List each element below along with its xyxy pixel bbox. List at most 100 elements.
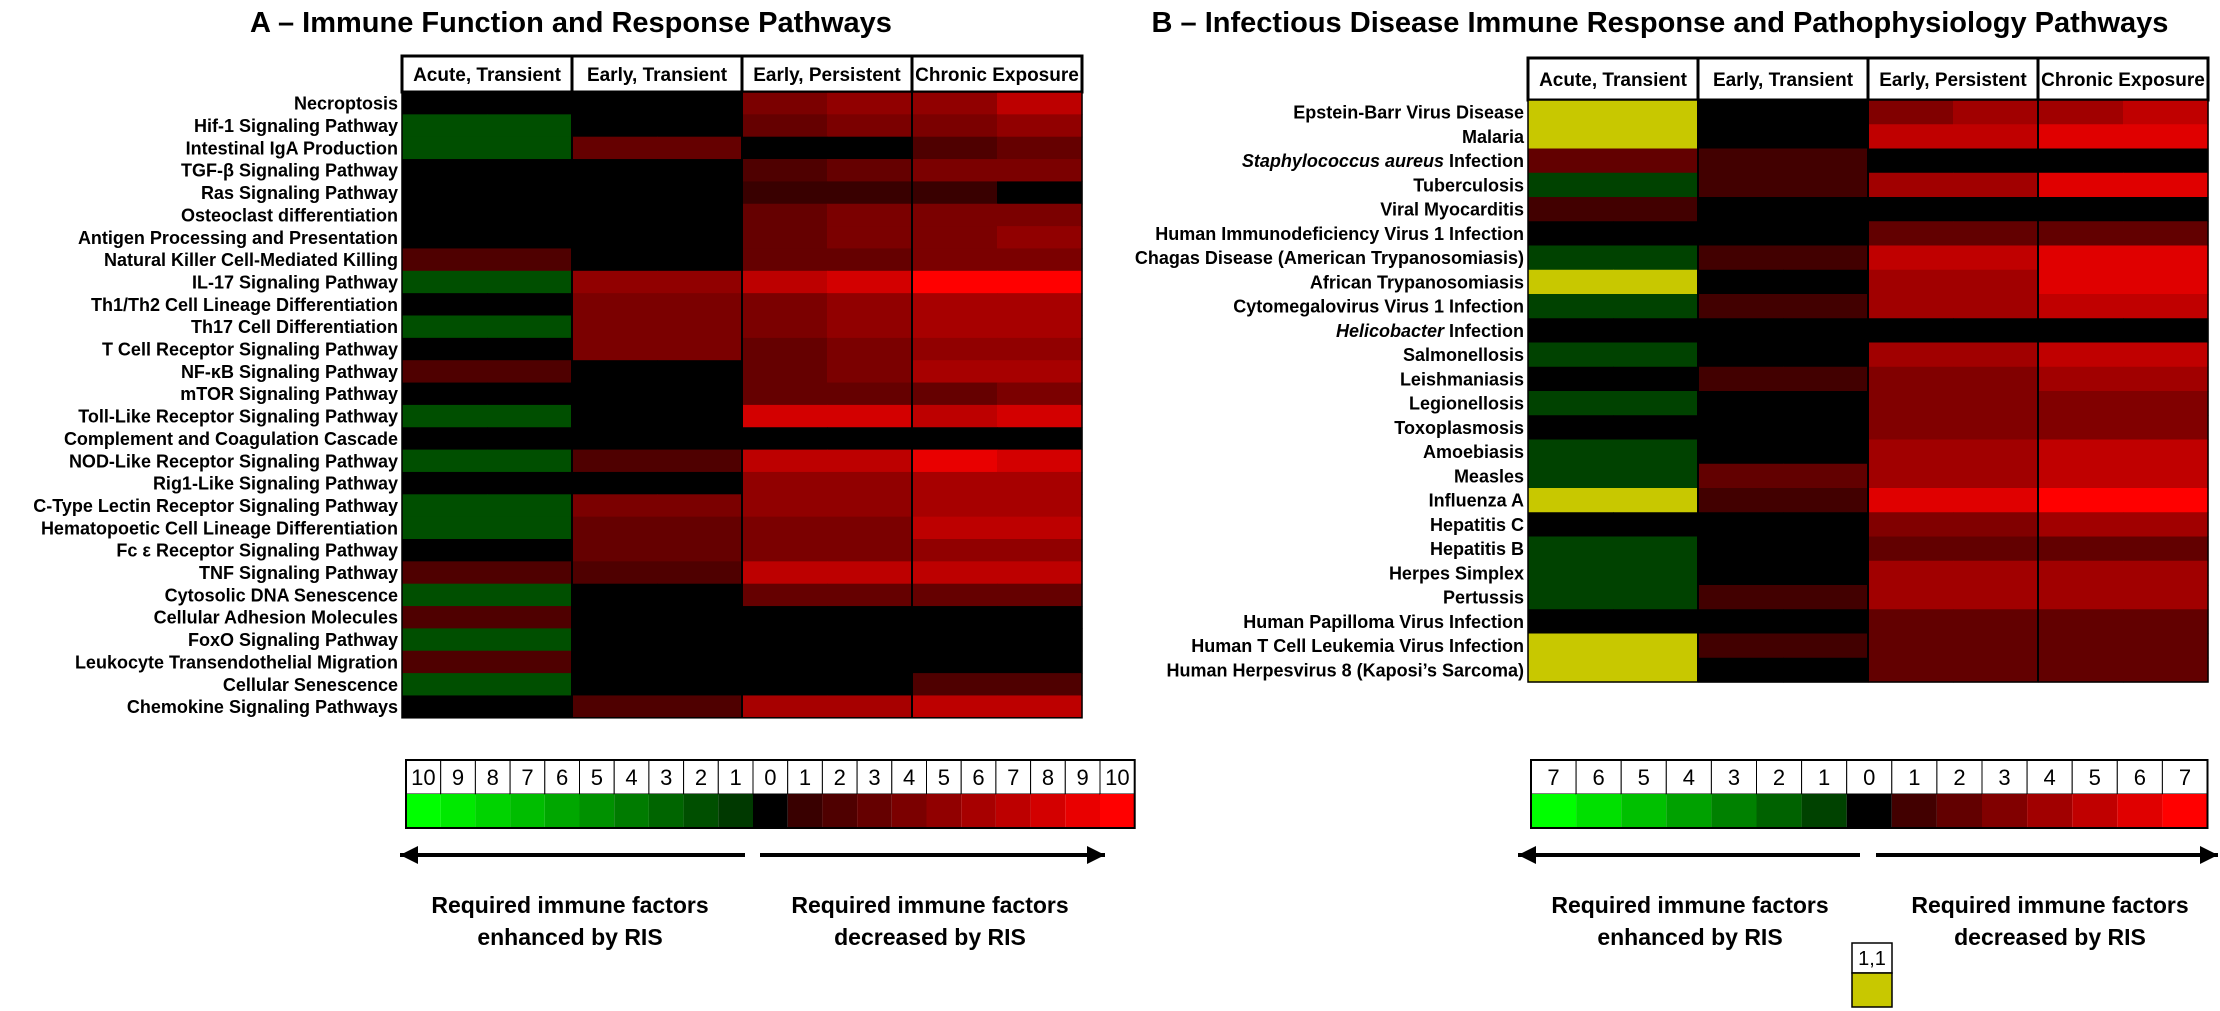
heatmap-cell [657,516,743,540]
heatmap-cell [572,337,658,361]
heatmap-cell [2123,318,2209,344]
heatmap-cell [1698,318,1784,344]
heatmap-cell [657,583,743,607]
heatmap-cell [572,673,658,697]
heatmap-cell [2038,318,2124,344]
legend-tick-label: 10 [411,765,435,790]
legend-color-swatch [753,794,788,828]
legend-border [405,759,1136,829]
legend-tick-box [1846,759,1893,795]
heatmap-cell [912,673,998,697]
heatmap-cell [572,92,658,115]
heatmap-cell [1698,463,1784,489]
heatmap-cell [572,606,658,629]
heatmap-cell [827,673,913,697]
heatmap-cell [2038,221,2124,247]
heatmap-cell [572,114,658,138]
heatmap-cell [742,92,828,115]
heatmap-cell [912,404,998,428]
heatmap-cell [912,539,998,562]
heatmap-cell [1783,294,1869,319]
legend-color-swatch [1621,794,1667,828]
heatmap-cell [1953,124,2039,150]
legend-tick-box [995,759,1032,795]
heatmap-cell [1783,512,1869,538]
heatmap-cell [2123,100,2209,125]
row-label: Tuberculosis [1413,175,1524,195]
heatmap-cell [742,159,828,182]
heatmap-cell [997,606,1083,629]
heatmap-cell [1868,488,1954,513]
heatmap-cell [1528,221,1614,247]
heatmap-cell [2038,366,2124,392]
heatmap-cell [1613,124,1699,150]
legend-tick-box [544,759,580,795]
heatmap-cell [402,628,488,652]
legend-color-swatch [2072,794,2118,828]
heatmap-cell [742,248,828,272]
heatmap-cell [1953,488,2039,513]
legend-tick-box [2071,759,2118,795]
row-label: Amoebiasis [1423,442,1524,462]
heatmap-cell [2123,560,2209,586]
heatmap-cell [827,360,913,384]
legend-tick-label: 10 [1105,765,1129,790]
heatmap-cell [2123,536,2209,562]
heatmap-cell [1698,512,1784,538]
legend-color-swatch [544,794,580,828]
heatmap-cell [997,650,1083,674]
heatmap-cell [2038,488,2124,513]
heatmap-cell [402,471,488,495]
heatmap-cell [1953,463,2039,489]
legend-color-swatch [787,794,823,828]
heatmap-cell [1953,391,2039,416]
heatmap-cell [2038,415,2124,441]
heatmap-cell [657,695,743,719]
legend-color-swatch [718,794,753,828]
heatmap-cell [487,427,573,451]
heatmap-cell [912,159,998,182]
heatmap-cell [1868,221,1954,247]
heatmap-cell [1868,585,1954,610]
heatmap-cell [402,315,488,339]
heatmap-cell [1783,463,1869,489]
heatmap-cell [997,695,1083,719]
heatmap-cell [1868,536,1954,562]
heatmap-cell [487,650,573,674]
heatmap-cell [487,315,573,339]
legend-tick-label: 7 [1007,765,1019,790]
heatmap-cell [1613,172,1699,198]
heatmap-cell [1868,172,1954,198]
heatmap-cell [487,673,573,697]
row-label: Ras Signaling Pathway [201,183,398,203]
heatmap-cell [827,337,913,361]
legend-tick-label: 1 [799,765,811,790]
heatmap-cell [2123,585,2209,610]
row-label: Staphylococcus aureus Infection [1242,151,1524,171]
heatmap-cell [1698,536,1784,562]
heatmap-cell [402,159,488,182]
row-label: Cytomegalovirus Virus 1 Infection [1233,297,1524,317]
heatmap-cell [1868,560,1954,586]
legend-tick-label: 5 [1638,765,1650,790]
heatmap-cell [487,695,573,719]
heatmap-cell [742,494,828,518]
heatmap-cell [997,136,1083,160]
heatmap-cell [2123,172,2209,198]
heatmap-cell [657,606,743,629]
heatmap-cell [2123,488,2209,513]
heatmap-cell [827,650,913,674]
legend-color-swatch [2117,794,2163,828]
row-label: NF-κB Signaling Pathway [181,362,398,382]
heatmap-cell [1783,657,1869,683]
row-label: Helicobacter Infection [1336,321,1524,341]
heatmap-cell [2123,391,2209,416]
row-label: Epstein-Barr Virus Disease [1293,103,1524,123]
legend-color-swatch [1666,794,1712,828]
heatmap-border [401,91,1083,719]
heatmap-cell [1698,439,1784,465]
heatmap-cell [487,293,573,317]
heatmap-cell [402,695,488,719]
heatmap-cell [402,114,488,138]
